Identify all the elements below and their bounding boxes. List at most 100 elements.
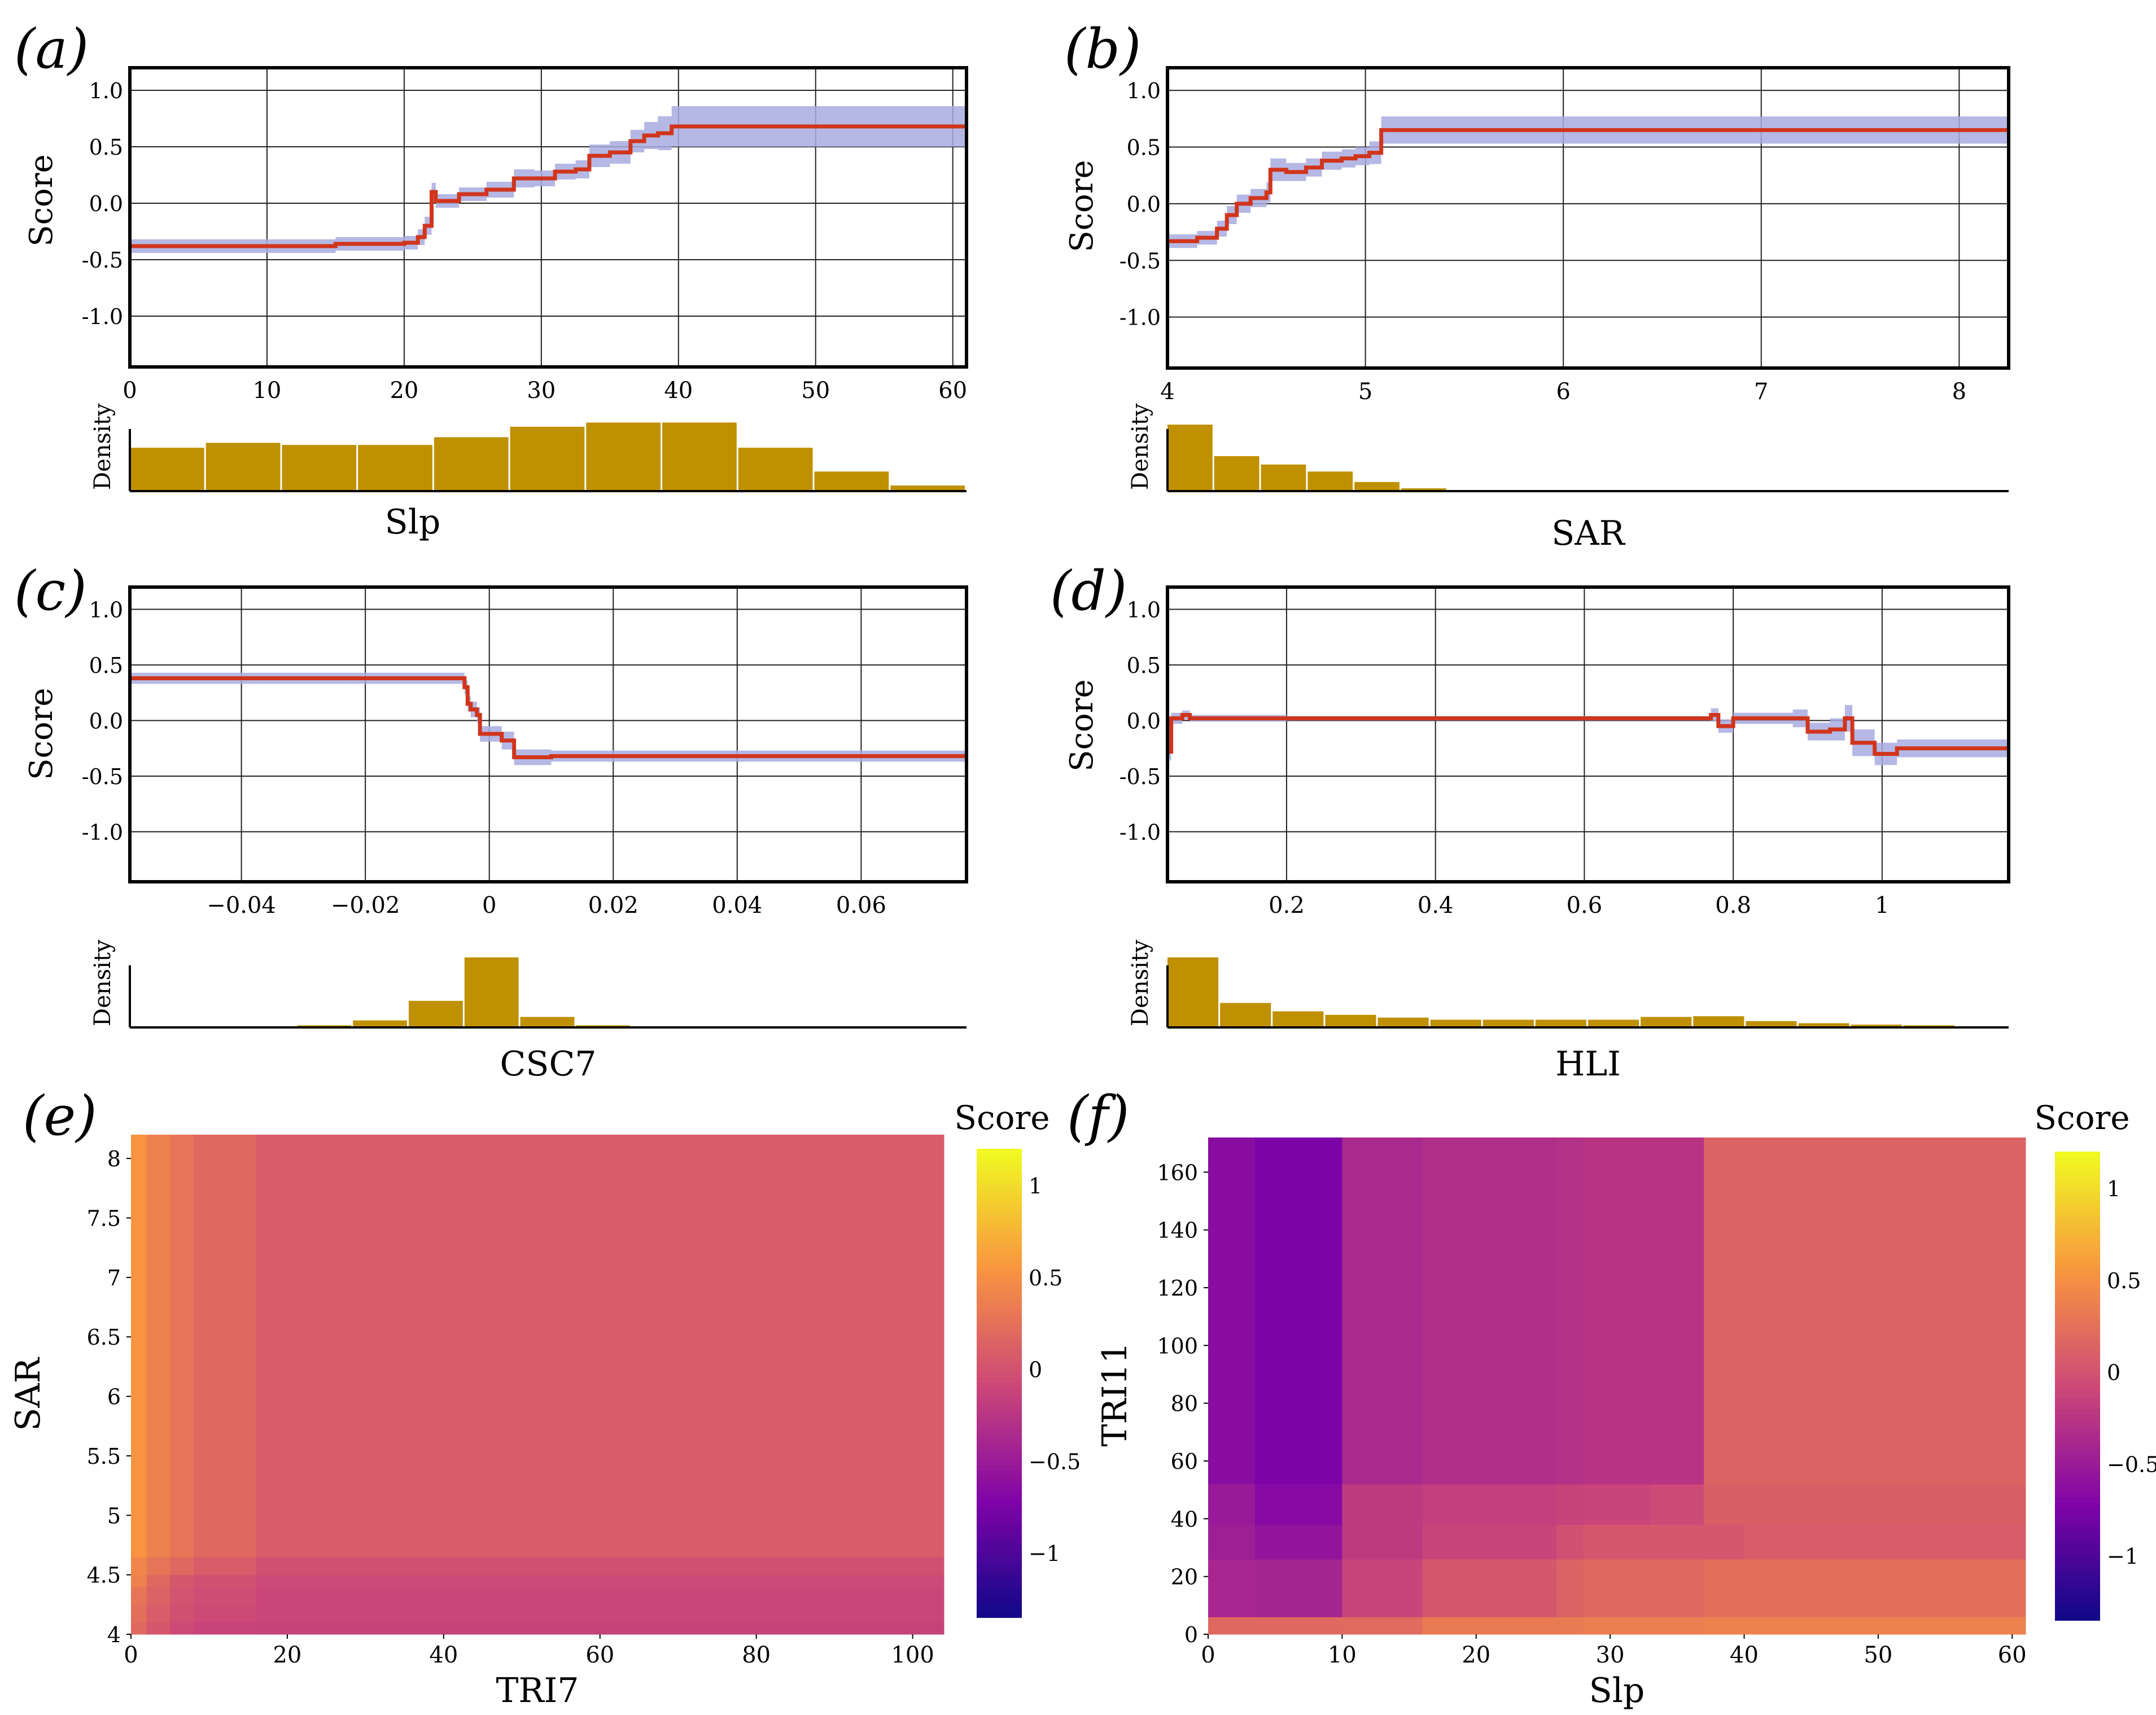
colorbar-segment — [2055, 1380, 2100, 1386]
panel-label: (b) — [1064, 18, 1141, 81]
colorbar-segment — [977, 1260, 1022, 1267]
colorbar-segment — [977, 1406, 1022, 1413]
histogram-bar — [1167, 425, 1213, 491]
x-tick-label: 80 — [742, 1642, 771, 1668]
colorbar-tick-label: −0.5 — [1029, 1449, 1081, 1474]
colorbar-segment — [2055, 1602, 2100, 1609]
hist-density-label: Density — [90, 403, 116, 490]
x-tick-label: 10 — [1328, 1642, 1357, 1668]
heatmap-cell — [193, 1574, 257, 1587]
colorbar-segment — [2055, 1303, 2100, 1311]
panel-label: (f) — [1067, 1084, 1129, 1148]
heatmap-cell — [1744, 1617, 2026, 1635]
colorbar-title: Score — [954, 1099, 1049, 1137]
colorbar-segment — [2055, 1555, 2100, 1563]
y-tick-label: -1.0 — [1119, 820, 1161, 845]
x-tick-label: 0 — [1201, 1642, 1215, 1668]
colorbar-segment — [2055, 1245, 2100, 1252]
colorbar-segment — [977, 1178, 1022, 1185]
colorbar-segment — [2055, 1198, 2100, 1205]
colorbar-segment — [2055, 1497, 2100, 1504]
heatmap-cell — [1422, 1484, 1557, 1525]
colorbar-segment — [977, 1342, 1022, 1349]
colorbar-tick-label: 0 — [1029, 1358, 1042, 1383]
x-tick-label: 50 — [801, 378, 830, 404]
colorbar-segment — [2055, 1180, 2100, 1188]
heatmap-cell — [256, 1557, 944, 1576]
heatmap-cell — [193, 1586, 257, 1605]
y-tick-label: 8 — [107, 1147, 121, 1171]
colorbar-tick-label: 0.5 — [2107, 1268, 2141, 1293]
y-tick-label: 4 — [107, 1622, 121, 1647]
colorbar-segment — [977, 1365, 1022, 1372]
y-axis-label: Score — [1064, 160, 1100, 252]
colorbar-segment — [977, 1564, 1022, 1571]
heatmap-cell — [1744, 1484, 2026, 1525]
heatmap-cell — [131, 1604, 147, 1623]
colorbar-segment — [977, 1324, 1022, 1331]
heatmap-cell — [1208, 1138, 1256, 1485]
colorbar-segment — [977, 1547, 1022, 1554]
colorbar-segment — [977, 1307, 1022, 1314]
colorbar-segment — [2055, 1216, 2100, 1223]
colorbar-segment — [2055, 1169, 2100, 1176]
heatmap-cell — [146, 1586, 170, 1605]
colorbar-segment — [977, 1582, 1022, 1589]
y-tick-label: 0.0 — [89, 708, 123, 733]
y-tick-label: -0.5 — [1119, 764, 1161, 789]
x-axis-label: TRI7 — [496, 1671, 579, 1710]
histogram-bar — [1261, 464, 1306, 491]
histogram-bar — [464, 957, 519, 1027]
colorbar-segment — [977, 1318, 1022, 1325]
y-axis-label: TRI11 — [1095, 1342, 1135, 1446]
x-axis-label: SAR — [1551, 514, 1625, 553]
colorbar-segment — [977, 1500, 1022, 1507]
x-tick-label: 40 — [429, 1642, 458, 1668]
colorbar-tick-label: 1 — [1029, 1174, 1042, 1198]
colorbar-segment — [977, 1552, 1022, 1560]
heatmap-cell — [1744, 1524, 2026, 1560]
panel-label: (c) — [14, 559, 87, 623]
histogram-bar — [1401, 488, 1446, 491]
histogram-bar — [586, 422, 661, 491]
x-tick-label: 0.2 — [1269, 893, 1305, 918]
x-tick-label: 0 — [123, 378, 137, 404]
histogram-bar — [1377, 1017, 1429, 1027]
heatmap-cell — [1556, 1617, 1584, 1635]
heatmap-cell — [193, 1557, 257, 1576]
x-tick-label: 60 — [938, 378, 967, 404]
colorbar-segment — [977, 1394, 1022, 1402]
histogram-bar — [1430, 1020, 1481, 1027]
hist-density-label: Density — [90, 939, 116, 1026]
heatmap-cell — [1556, 1138, 1584, 1485]
heatmap-cell — [170, 1574, 194, 1587]
score-line — [130, 676, 967, 759]
histogram-bar — [1354, 482, 1400, 491]
heatmap-cell — [1342, 1559, 1423, 1617]
colorbar-segment — [977, 1588, 1022, 1595]
colorbar-segment — [2055, 1210, 2100, 1217]
colorbar-segment — [977, 1570, 1022, 1577]
colorbar-segment — [2055, 1392, 2100, 1398]
hist-density-label: Density — [1127, 939, 1153, 1026]
colorbar-segment — [977, 1447, 1022, 1454]
heatmap-cell — [146, 1604, 170, 1623]
colorbar-segment — [977, 1389, 1022, 1395]
y-tick-label: 60 — [1171, 1449, 1198, 1474]
y-tick-label: 0.0 — [1127, 192, 1161, 217]
x-tick-label: 20 — [273, 1642, 301, 1668]
colorbar-segment — [2055, 1438, 2100, 1445]
colorbar-segment — [977, 1471, 1022, 1477]
heatmap-cell — [1650, 1138, 1704, 1485]
colorbar-segment — [2055, 1409, 2100, 1416]
x-tick-label: 7 — [1754, 379, 1768, 405]
colorbar-segment — [977, 1453, 1022, 1460]
colorbar-segment — [977, 1611, 1022, 1618]
colorbar-tick-label: −1 — [2107, 1544, 2138, 1569]
heatmap-cell — [1342, 1617, 1423, 1635]
colorbar-segment — [977, 1383, 1022, 1390]
heatmap-cell — [170, 1557, 194, 1576]
colorbar-segment — [977, 1377, 1022, 1384]
heatmap-cell — [1744, 1138, 2026, 1485]
colorbar-segment — [2055, 1473, 2100, 1480]
